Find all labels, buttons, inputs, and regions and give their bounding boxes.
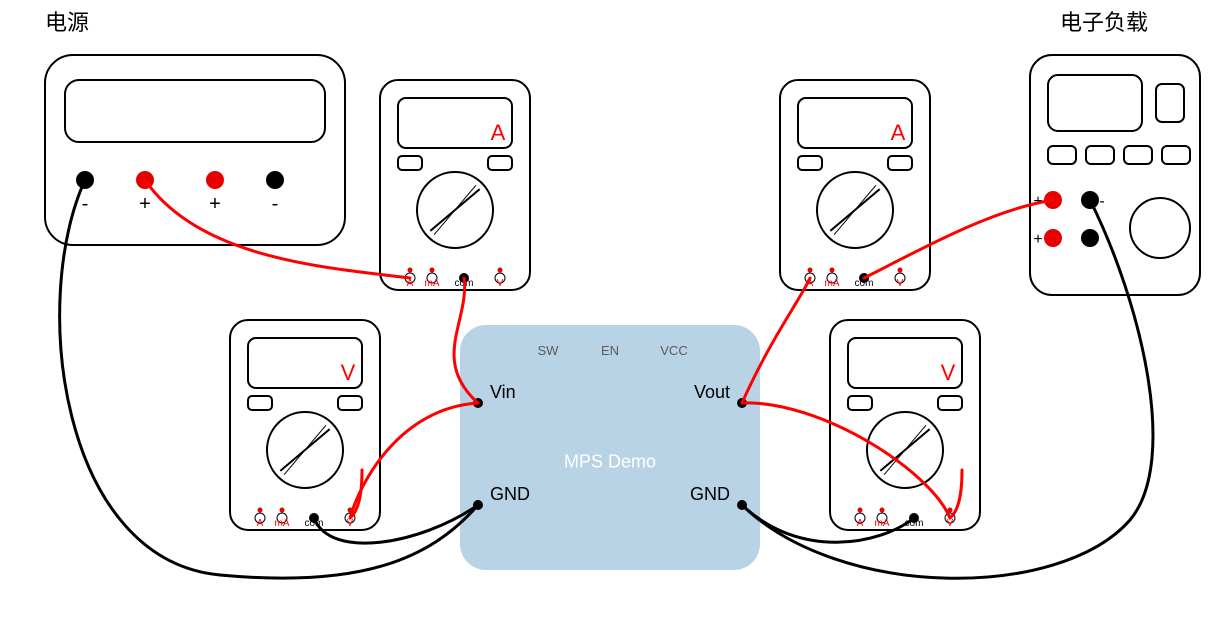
board-top-pin-VCC: VCC [660,343,687,358]
board-body [460,325,760,570]
voltmeter-out-btn-right [938,396,962,410]
psu-jack-3 [266,171,284,189]
ammeter-out-btn-left [798,156,822,170]
load-side-button [1156,84,1184,122]
ammeter-out: AAmAcomV [780,80,930,290]
voltmeter-out: VAmAcomV [830,320,980,530]
voltmeter-out-jacklabel-A: A [857,518,864,529]
load-jack-label-2: + [1033,231,1042,248]
devices-layer: 电源电子负载-++-+-+AAmAcomVVAmAcomVAAmAcomVVAm… [45,10,1200,570]
ammeter-in-jacklabel-mA: mA [425,278,440,289]
voltmeter-out-jacklabel-mA: mA [875,518,890,529]
ammeter-in-btn-left [398,156,422,170]
load-jack-2 [1044,229,1062,247]
board-top-pin-EN: EN [601,343,619,358]
load-screen [1048,75,1142,131]
voltmeter-out-jacklabel-V: V [947,518,954,529]
voltmeter-out-jackdot-mA [880,508,885,513]
board-center-label: MPS Demo [564,452,656,472]
ammeter-out-jacklabel-com: com [855,278,874,289]
ammeter-out-jackdot-mA [830,268,835,273]
title-electronic-load: 电子负载 [1060,10,1148,35]
load-button-2 [1124,146,1152,164]
voltmeter-in-jacklabel-A: A [257,518,264,529]
board-pin-label-gnd-r: GND [690,484,730,504]
load-button-1 [1086,146,1114,164]
ammeter-in-jacklabel-V: V [497,278,504,289]
ammeter-out-jackdot-A [808,268,813,273]
voltmeter-in-mode: V [341,360,356,385]
ammeter-out-jacklabel-V: V [897,278,904,289]
ammeter-out-btn-right [888,156,912,170]
psu-jack-label-3: - [272,193,279,215]
load-button-3 [1162,146,1190,164]
load-knob [1130,198,1190,258]
ammeter-in: AAmAcomV [380,80,530,290]
board-pin-label-gnd-l: GND [490,484,530,504]
psu-jack-2 [206,171,224,189]
board-top-pin-SW: SW [538,343,560,358]
voltmeter-out-btn-left [848,396,872,410]
ammeter-in-mode: A [491,120,506,145]
voltmeter-in-btn-left [248,396,272,410]
load-button-0 [1048,146,1076,164]
voltmeter-out-mode: V [941,360,956,385]
ammeter-in-jacklabel-A: A [407,278,414,289]
board-pin-label-vout: Vout [694,382,730,402]
load-jack-3 [1081,229,1099,247]
ammeter-in-jackdot-mA [430,268,435,273]
voltmeter-in-jackdot-A [258,508,263,513]
voltmeter-in-jacklabel-V: V [347,518,354,529]
ammeter-in-jackdot-V [498,268,503,273]
load-jack-label-1: - [1099,193,1104,210]
psu-jack-label-2: + [209,193,221,215]
voltmeter-out-jackdot-A [858,508,863,513]
voltmeter-in-jackdot-mA [280,508,285,513]
psu-screen [65,80,325,142]
ammeter-in-btn-right [488,156,512,170]
psu-jack-label-1: + [139,193,151,215]
psu-jack-label-0: - [82,193,89,215]
board-pin-label-vin: Vin [490,382,516,402]
ammeter-out-jackdot-V [898,268,903,273]
title-power-supply: 电源 [45,10,89,35]
mps-demo-board: MPS Demo SW EN VCC Vin Vout GND GND [460,325,760,570]
voltmeter-in-btn-right [338,396,362,410]
power-supply: - + + - [45,55,345,245]
ammeter-out-jacklabel-mA: mA [825,278,840,289]
ammeter-out-mode: A [891,120,906,145]
ammeter-in-jackdot-A [408,268,413,273]
voltmeter-in-jacklabel-mA: mA [275,518,290,529]
